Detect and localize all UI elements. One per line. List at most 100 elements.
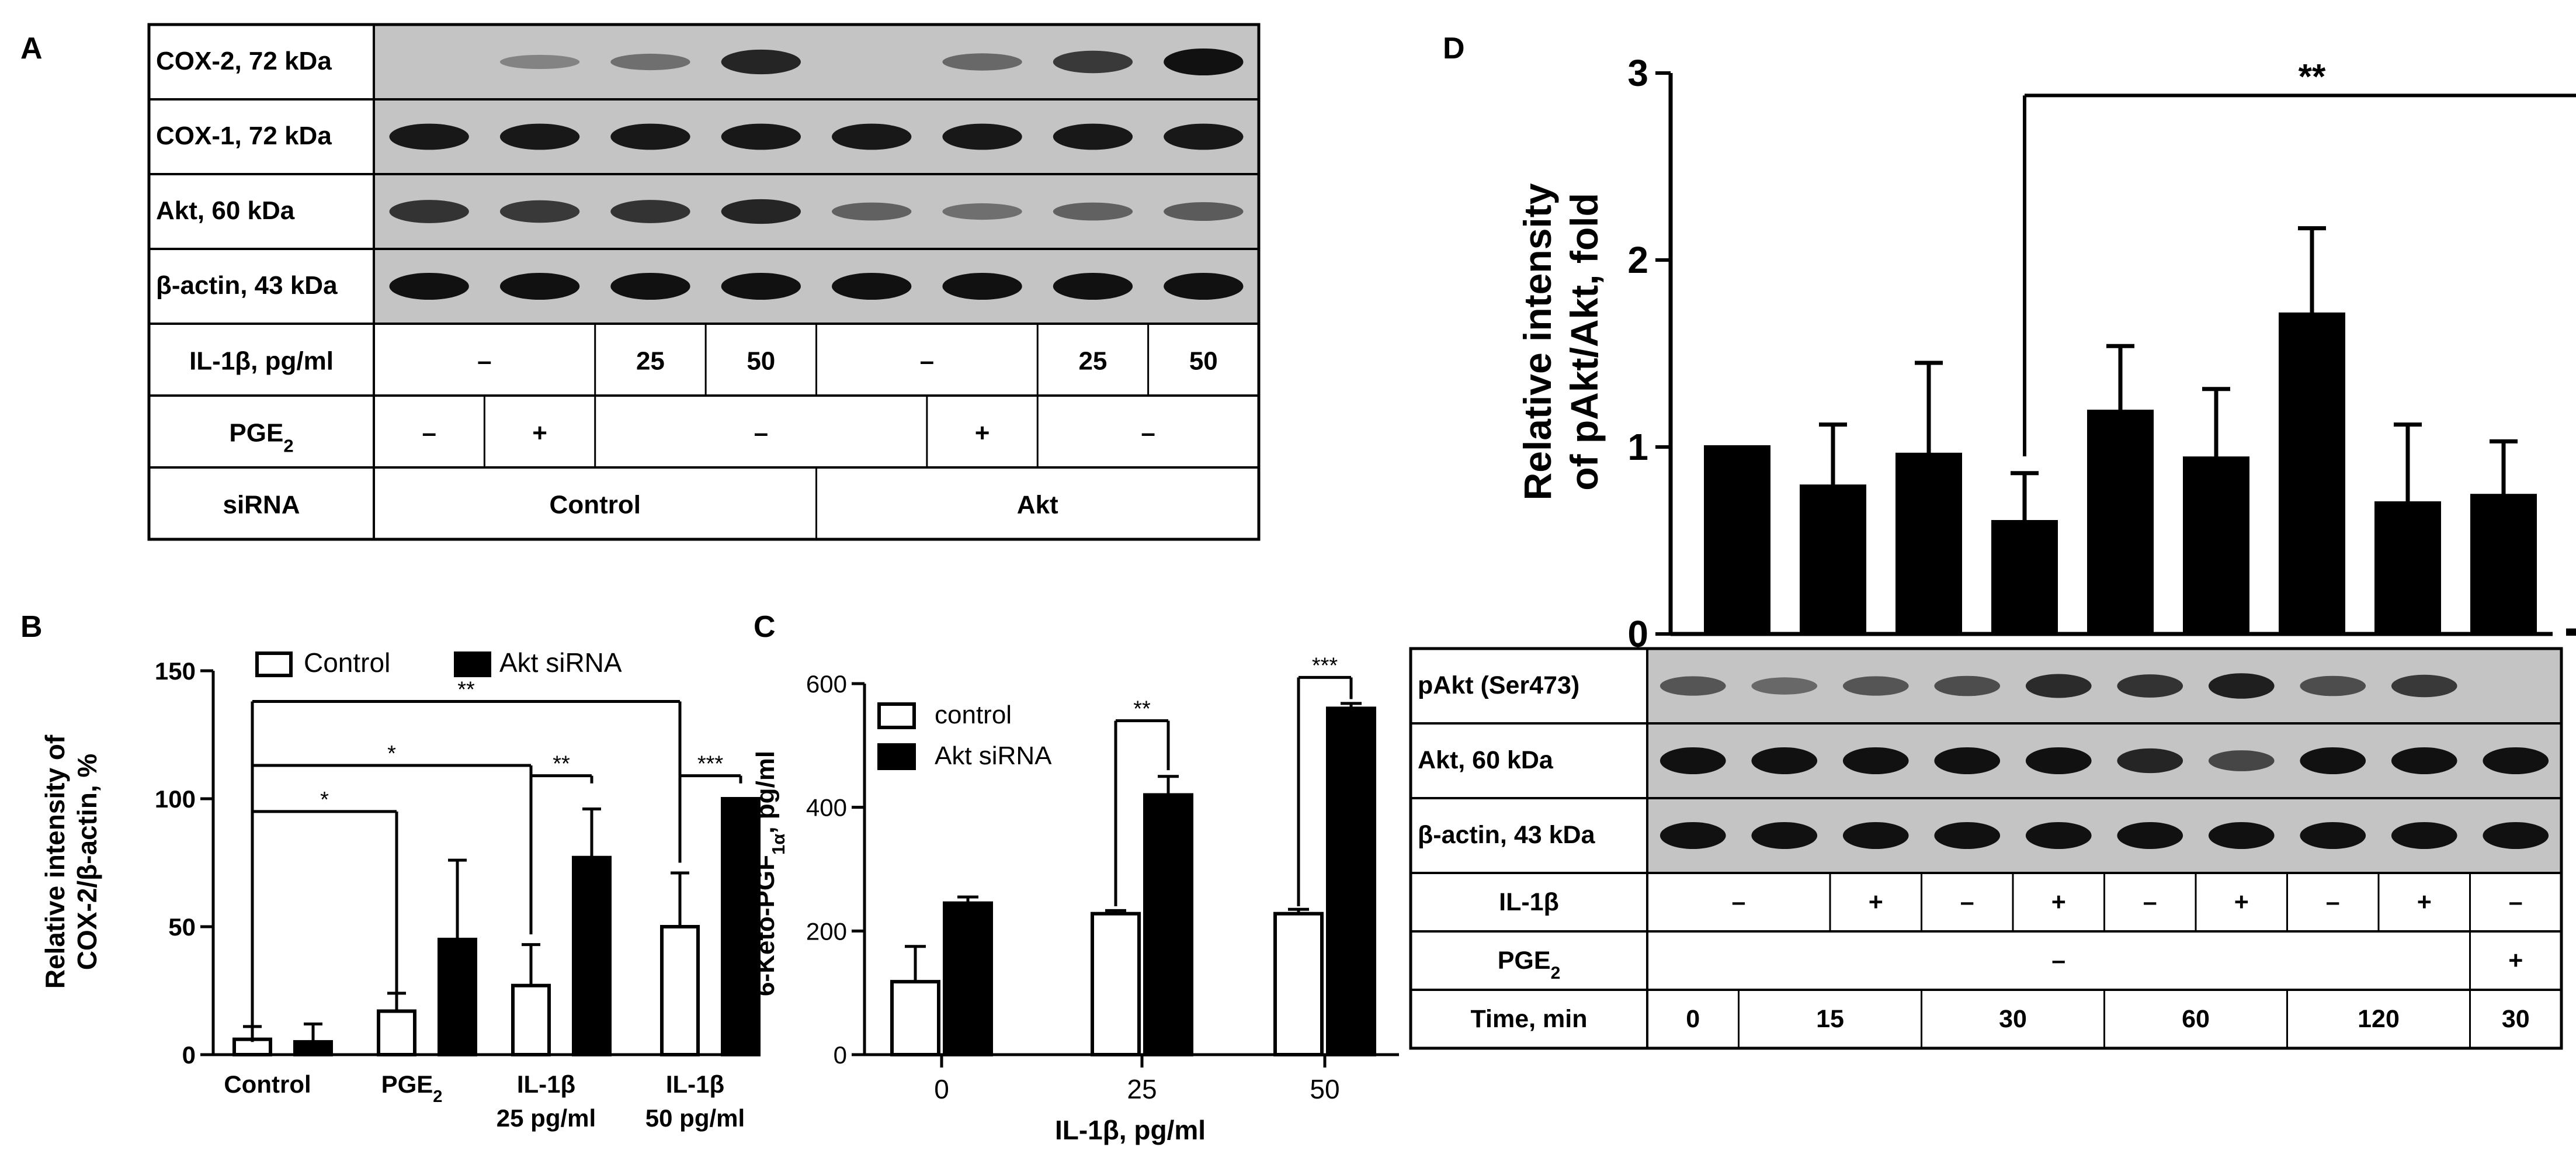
panel-a-cell-text: Control	[550, 491, 641, 519]
panel-a-row-label: IL-1β, pg/ml	[189, 347, 334, 376]
x-axis-title: IL-1β, pg/ml	[1055, 1115, 1206, 1145]
panel-d-band	[2208, 673, 2275, 699]
panel-d-band	[1751, 677, 1818, 695]
bar	[943, 901, 993, 1057]
significance-label: **	[1133, 697, 1151, 722]
panel-d-cell-text: –	[2326, 888, 2340, 916]
y-axis-title: COX-2/β-actin, %	[72, 754, 102, 971]
legend-swatch	[877, 702, 916, 729]
panel-a-blot-label: COX-1, 72 kDa	[156, 122, 332, 150]
panel-a-band	[610, 53, 690, 71]
legend-swatch	[454, 651, 491, 677]
significance-label: **	[2299, 57, 2326, 96]
bar	[1143, 793, 1193, 1056]
bar	[1895, 452, 1962, 636]
panel-a-band	[832, 272, 912, 300]
bar	[2566, 628, 2576, 636]
panel-a-cell-text: 50	[747, 347, 775, 376]
panel-c-chart: 0 200 400 600 0 25 50 6-Keto-PGF1α, pg/ml IL-1β,…	[751, 653, 1399, 1145]
bar	[890, 980, 940, 1057]
panel-a-western-blot: COX-2, 72 kDa COX-1, 72 kDa Akt, 60 kDa β-a…	[147, 23, 1261, 541]
panel-d-band	[2025, 674, 2092, 698]
panel-a-band	[610, 200, 690, 223]
panel-d-band	[1934, 675, 2001, 696]
y-tick-label: 600	[806, 670, 847, 698]
panel-d-cell-text: 15	[1816, 1005, 1844, 1033]
bar	[2470, 494, 2537, 636]
panel-d-band	[1842, 747, 1909, 775]
panel-d-cell-text: +	[2508, 947, 2523, 975]
panel-a-band	[1164, 272, 1244, 300]
panel-d-cell-text: –	[1732, 888, 1746, 916]
bar	[1991, 520, 2058, 636]
panel-a-band	[942, 123, 1022, 150]
panel-d-blot-label: Akt, 60 kDa	[1418, 746, 1554, 774]
y-axis-title: Relative intensity of	[40, 734, 70, 989]
x-tick-label: IL-1β	[517, 1070, 575, 1098]
panel-d-band	[1751, 822, 1818, 850]
bar	[721, 797, 761, 1056]
panel-b-chart: 0 50 100 150 Relative intensity of COX-2/β-ac…	[40, 647, 761, 1132]
legend-label: control	[935, 701, 1012, 729]
x-tick-label: PGE2	[381, 1070, 443, 1106]
bar	[232, 1037, 272, 1056]
panel-a-band	[721, 49, 801, 75]
y-tick-label: 50	[168, 913, 196, 941]
panel-a-band	[942, 203, 1022, 220]
panel-d-band	[2208, 822, 2275, 850]
panel-d-band	[1660, 676, 1726, 696]
significance-label: ***	[1312, 653, 1338, 678]
panel-a-band	[499, 123, 580, 150]
panel-a-band	[1053, 50, 1133, 74]
panel-a-cell-text: 25	[1078, 347, 1107, 376]
bar	[293, 1040, 333, 1056]
panel-d-band	[2391, 747, 2457, 775]
x-tick-label: IL-1β	[666, 1070, 724, 1098]
panel-d-cell-text: +	[1869, 888, 1883, 916]
panel-d-row-label: Time, min	[1471, 1005, 1588, 1033]
panel-d-cell-text: 120	[2358, 1005, 2400, 1033]
y-tick-label: 100	[155, 785, 196, 813]
panel-a-band	[1164, 202, 1244, 221]
panel-d-cell-text: –	[2051, 947, 2065, 975]
panel-d-band	[1751, 747, 1818, 775]
panel-label-b: B	[20, 610, 43, 644]
panel-d-row-label: PGE2	[1498, 947, 1561, 983]
panel-a-band	[389, 200, 469, 223]
legend-swatch	[255, 651, 293, 677]
legend-label: Akt siRNA	[499, 647, 622, 678]
panel-a-row-label: PGE2	[229, 419, 293, 456]
panel-a-band	[832, 123, 912, 150]
x-tick-label: 50	[1310, 1074, 1339, 1104]
panel-d-band	[1842, 822, 1909, 850]
bar	[2183, 456, 2249, 636]
panel-a-cell-text: 25	[636, 347, 665, 376]
panel-a-cell-text: +	[975, 419, 990, 448]
panel-d-cell-text: –	[2143, 888, 2157, 916]
panel-d-cell-text: 60	[2182, 1005, 2210, 1033]
panel-a-blot-label: COX-2, 72 kDa	[156, 47, 332, 75]
x-tick-label: 25	[1127, 1074, 1157, 1104]
panel-a-cell-text: –	[754, 419, 768, 448]
panel-d-band	[2208, 750, 2275, 771]
panel-d-band	[2300, 747, 2366, 775]
panel-a-band	[1053, 272, 1133, 300]
significance-label: ***	[697, 752, 724, 777]
panel-a-band	[610, 272, 690, 300]
y-tick-label: 0	[834, 1041, 847, 1069]
panel-d-band	[1934, 747, 2001, 775]
panel-d-band	[1660, 747, 1726, 775]
panel-a-blot-label: β-actin, 43 kDa	[156, 271, 338, 300]
x-tick-label: 50 pg/ml	[645, 1104, 745, 1132]
panel-d-band	[2117, 822, 2183, 850]
panel-d-western-blot: pAkt (Ser473) Akt, 60 kDa β-actin, 43 kDa I…	[1409, 647, 2563, 1050]
bar	[1800, 484, 1866, 636]
panel-a-frame	[147, 23, 1261, 541]
panel-d-band	[2483, 822, 2549, 850]
panel-a-band	[499, 54, 580, 70]
x-tick-label: Control	[224, 1070, 311, 1098]
legend-label: Control	[304, 647, 390, 678]
bar	[2374, 501, 2441, 636]
